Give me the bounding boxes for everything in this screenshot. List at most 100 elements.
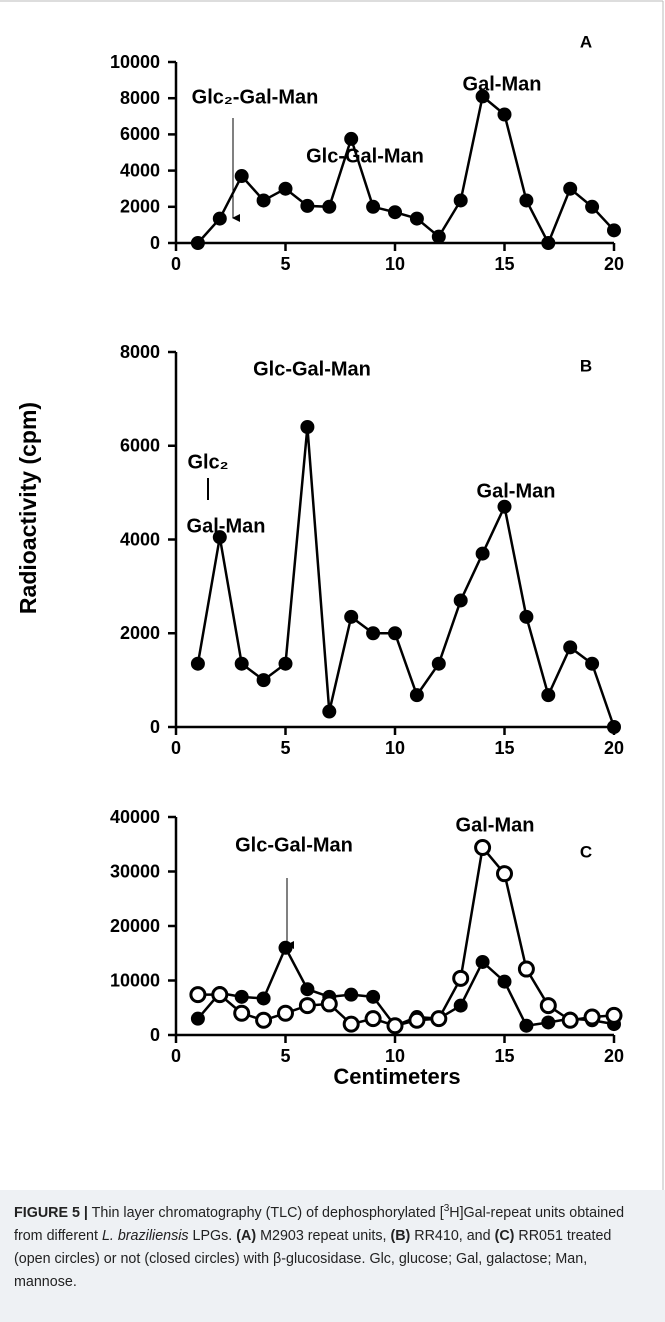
- caption-text: H]Gal-repeat units obtained from differe…: [14, 1205, 625, 1244]
- x-axis-label: Centimeters: [333, 1064, 460, 1089]
- data-point: [342, 1015, 360, 1033]
- data-point: [496, 865, 513, 883]
- data-point: [322, 704, 337, 719]
- data-point: [300, 982, 315, 997]
- data-point: [474, 839, 492, 857]
- data-point: [431, 656, 446, 671]
- data-point: [190, 1011, 205, 1026]
- panel-label: B: [580, 356, 592, 375]
- data-point: [539, 997, 557, 1015]
- y-tick-label: 0: [150, 1025, 160, 1045]
- x-tick-label: 0: [171, 738, 181, 758]
- annotation: Gal-Man: [187, 515, 266, 537]
- data-point: [409, 211, 424, 226]
- data-point: [453, 193, 468, 208]
- x-tick-label: 20: [604, 738, 624, 758]
- y-tick-label: 8000: [120, 88, 160, 108]
- data-point: [190, 656, 205, 671]
- data-point: [561, 1011, 579, 1029]
- data-point: [607, 720, 621, 734]
- data-point: [452, 969, 470, 987]
- y-tick-label: 40000: [110, 807, 160, 827]
- data-point: [300, 420, 315, 434]
- caption-text: M2903 repeat units,: [256, 1228, 391, 1244]
- data-point: [475, 546, 490, 561]
- data-point: [255, 1011, 273, 1029]
- data-point: [583, 1008, 601, 1026]
- data-point: [300, 198, 315, 213]
- x-tick-label: 15: [494, 254, 514, 274]
- data-point: [497, 107, 512, 122]
- caption-text: RR051 treated (open circles) or not (clo…: [14, 1228, 612, 1290]
- data-point: [431, 229, 446, 244]
- annotation: Glc-Gal-Man: [235, 834, 353, 856]
- y-tick-label: 0: [150, 233, 160, 253]
- annotation: Gal-Man: [463, 73, 542, 95]
- data-point: [453, 998, 468, 1013]
- annotation: Glc₂-Gal-Man: [192, 86, 319, 108]
- caption-text: Thin layer chromatography (TLC) of depho…: [87, 1205, 444, 1221]
- panel-label: A: [580, 32, 592, 51]
- data-point: [234, 656, 249, 671]
- data-point: [409, 688, 424, 703]
- data-point: [541, 236, 556, 250]
- x-tick-label: 10: [385, 254, 405, 274]
- x-tick-label: 15: [494, 738, 514, 758]
- data-point: [344, 987, 359, 1002]
- data-point: [585, 199, 600, 214]
- data-point: [517, 960, 535, 978]
- y-tick-label: 30000: [110, 861, 160, 881]
- caption-text: (B): [390, 1228, 411, 1244]
- x-tick-label: 0: [171, 1046, 181, 1066]
- annotation: Gal-Man: [456, 814, 535, 836]
- data-point: [366, 626, 381, 641]
- y-tick-label: 0: [150, 717, 160, 737]
- data-point: [607, 223, 621, 238]
- data-point: [298, 997, 316, 1015]
- data-point: [519, 1018, 534, 1033]
- y-axis-label: Radioactivity (cpm): [15, 402, 41, 614]
- panel-label: C: [580, 842, 592, 861]
- data-point: [344, 609, 359, 624]
- series-line: [196, 94, 615, 246]
- annotation: Glc-Gal-Man: [253, 358, 371, 380]
- data-point: [563, 181, 578, 196]
- x-tick-label: 15: [494, 1046, 514, 1066]
- data-point: [322, 199, 337, 214]
- data-point: [497, 974, 512, 989]
- caption-text: 3: [443, 1203, 450, 1215]
- data-point: [278, 181, 293, 196]
- data-point: [605, 1006, 623, 1024]
- caption-text: RR410, and: [410, 1228, 495, 1244]
- x-tick-label: 20: [604, 1046, 624, 1066]
- x-tick-label: 10: [385, 738, 405, 758]
- y-tick-label: 20000: [110, 916, 160, 936]
- data-point: [541, 688, 556, 703]
- y-tick-label: 2000: [120, 623, 160, 643]
- data-point: [541, 1015, 556, 1030]
- data-point: [388, 205, 402, 220]
- caption-text: L. braziliensis: [101, 1228, 189, 1244]
- y-tick-label: 6000: [120, 436, 160, 456]
- data-point: [234, 989, 249, 1004]
- data-point: [475, 954, 490, 969]
- data-point: [212, 530, 227, 545]
- caption-text: FIGURE 5 |: [14, 1205, 88, 1221]
- data-point: [234, 169, 249, 184]
- x-tick-label: 5: [280, 738, 290, 758]
- caption: FIGURE 5 | Thin layer chromatography (TL…: [0, 1190, 665, 1322]
- data-point: [344, 131, 359, 146]
- data-point: [497, 499, 512, 514]
- x-tick-label: 0: [171, 254, 181, 274]
- data-point: [278, 940, 293, 955]
- data-point: [277, 1004, 294, 1022]
- y-tick-label: 6000: [120, 124, 160, 144]
- data-point: [519, 609, 534, 624]
- annotation: Glc₂: [187, 451, 228, 473]
- x-tick-label: 5: [280, 1046, 290, 1066]
- y-tick-label: 8000: [120, 342, 160, 362]
- caption-text: (A): [236, 1228, 257, 1244]
- data-point: [189, 986, 207, 1004]
